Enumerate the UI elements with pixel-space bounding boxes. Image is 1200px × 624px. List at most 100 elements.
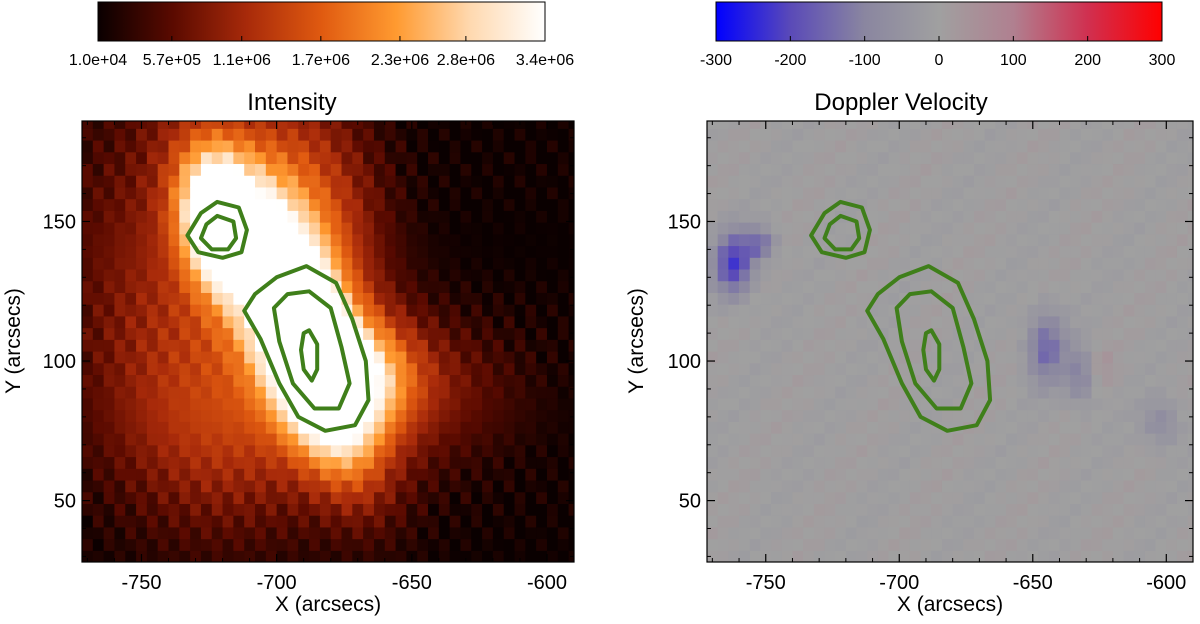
heatmap-cell bbox=[1123, 210, 1135, 223]
heatmap-cell bbox=[384, 397, 397, 411]
heatmap-cell bbox=[931, 304, 943, 317]
heatmap-cell bbox=[244, 268, 256, 282]
heatmap-cell bbox=[867, 175, 879, 188]
heatmap-cell bbox=[1038, 479, 1050, 493]
heatmap-cell bbox=[568, 315, 574, 329]
heatmap-cell bbox=[1059, 456, 1071, 469]
heatmap-cell bbox=[276, 186, 289, 200]
heatmap-cell bbox=[974, 222, 986, 235]
heatmap-cell bbox=[233, 526, 245, 540]
heatmap-cell bbox=[179, 245, 191, 258]
heatmap-cell bbox=[771, 163, 783, 176]
heatmap-cell bbox=[406, 491, 418, 504]
heatmap-cell bbox=[1006, 139, 1018, 153]
heatmap-cell bbox=[781, 444, 794, 458]
heatmap-cell bbox=[417, 327, 429, 340]
heatmap-cell bbox=[179, 456, 191, 469]
heatmap-cell bbox=[1027, 433, 1039, 446]
heatmap-cell bbox=[125, 139, 137, 153]
heatmap-cell bbox=[1006, 233, 1018, 247]
heatmap-cell bbox=[877, 139, 890, 153]
heatmap-cell bbox=[1091, 538, 1103, 551]
heatmap-cell bbox=[771, 350, 783, 364]
heatmap-cell bbox=[845, 292, 858, 305]
heatmap-cell bbox=[792, 550, 804, 562]
heatmap-cell bbox=[792, 444, 804, 458]
heatmap-cell bbox=[984, 397, 996, 411]
heatmap-cell bbox=[1134, 128, 1146, 141]
heatmap-cell bbox=[146, 397, 159, 411]
heatmap-cell bbox=[373, 515, 386, 528]
heatmap-cell bbox=[82, 362, 94, 376]
heatmap-cell bbox=[363, 163, 375, 176]
heatmap-cell bbox=[1155, 409, 1167, 422]
heatmap-cell bbox=[482, 468, 494, 481]
heatmap-cell bbox=[1048, 503, 1061, 516]
heatmap-cell bbox=[803, 468, 815, 481]
heatmap-cell bbox=[146, 121, 159, 129]
heatmap-cell bbox=[1176, 121, 1189, 129]
heatmap-cell bbox=[525, 163, 537, 176]
heatmap-cell bbox=[557, 163, 570, 176]
heatmap-cell bbox=[941, 257, 954, 270]
heatmap-cell bbox=[460, 175, 472, 188]
heatmap-cell bbox=[824, 292, 836, 305]
heatmap-cell bbox=[146, 128, 159, 141]
heatmap-cell bbox=[179, 315, 191, 329]
heatmap-cell bbox=[824, 268, 836, 282]
heatmap-cell bbox=[373, 210, 386, 223]
heatmap-cell bbox=[781, 186, 794, 200]
heatmap-cell bbox=[179, 397, 191, 411]
heatmap-cell bbox=[1123, 327, 1135, 340]
heatmap-cell bbox=[406, 444, 418, 458]
heatmap-cell bbox=[824, 538, 836, 551]
heatmap-cell bbox=[255, 121, 267, 129]
heatmap-cell bbox=[514, 350, 526, 364]
heatmap-cell bbox=[330, 222, 343, 235]
heatmap-cell bbox=[1091, 409, 1103, 422]
heatmap-cell bbox=[136, 245, 148, 258]
heatmap-cell bbox=[330, 444, 343, 458]
heatmap-cell bbox=[222, 186, 234, 200]
heatmap-cell bbox=[941, 245, 954, 258]
heatmap-cell bbox=[125, 233, 137, 247]
heatmap-cell bbox=[244, 163, 256, 176]
heatmap-cell bbox=[384, 491, 397, 504]
heatmap-cell bbox=[1112, 233, 1125, 247]
heatmap-cell bbox=[717, 444, 729, 458]
heatmap-cell bbox=[1166, 339, 1178, 352]
heatmap-cell bbox=[114, 444, 126, 458]
heatmap-cell bbox=[835, 397, 847, 411]
heatmap-cell bbox=[92, 198, 105, 211]
heatmap-cell bbox=[920, 503, 932, 516]
heatmap-cell bbox=[352, 386, 364, 399]
heatmap-cell bbox=[428, 280, 440, 293]
heatmap-cell bbox=[471, 362, 483, 376]
heatmap-cell bbox=[909, 550, 922, 562]
heatmap-cell bbox=[471, 550, 483, 562]
heatmap-cell bbox=[449, 339, 462, 352]
intensity-heatmap bbox=[82, 121, 574, 562]
heatmap-cell bbox=[1123, 233, 1135, 247]
heatmap-cell bbox=[298, 339, 310, 352]
heatmap-cell bbox=[781, 550, 794, 562]
heatmap-cell bbox=[1176, 526, 1189, 540]
heatmap-cell bbox=[82, 350, 94, 364]
heatmap-cell bbox=[995, 121, 1007, 129]
heatmap-cell bbox=[428, 210, 440, 223]
heatmap-cell bbox=[909, 198, 922, 211]
heatmap-cell bbox=[438, 550, 451, 562]
heatmap-cell bbox=[1038, 163, 1050, 176]
heatmap-cell bbox=[276, 175, 289, 188]
heatmap-cell bbox=[1155, 397, 1167, 411]
heatmap-cell bbox=[200, 121, 213, 129]
heatmap-cell bbox=[287, 151, 299, 165]
heatmap-cell bbox=[352, 198, 364, 211]
heatmap-cell bbox=[449, 526, 462, 540]
heatmap-cell bbox=[557, 245, 570, 258]
heatmap-cell bbox=[867, 538, 879, 551]
heatmap-cell bbox=[233, 139, 245, 153]
heatmap-cell bbox=[244, 280, 256, 293]
heatmap-cell bbox=[717, 397, 729, 411]
heatmap-cell bbox=[395, 538, 407, 551]
